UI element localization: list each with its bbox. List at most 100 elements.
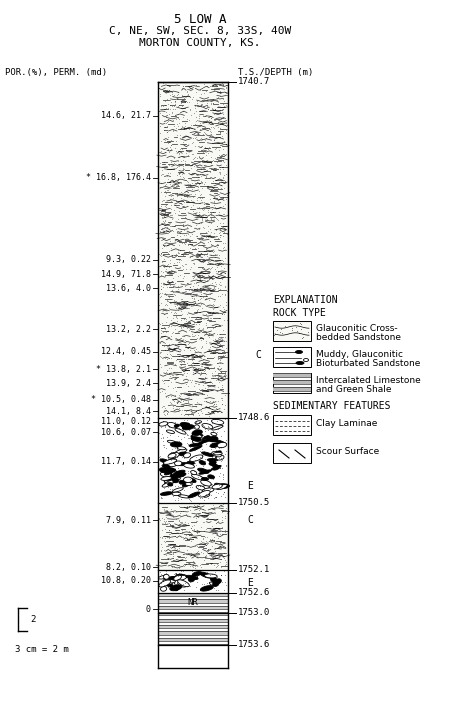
Text: T.S./DEPTH (m): T.S./DEPTH (m)	[238, 68, 313, 77]
Ellipse shape	[196, 439, 204, 445]
Ellipse shape	[184, 464, 194, 468]
Text: POR.(%), PERM. (md): POR.(%), PERM. (md)	[5, 68, 107, 77]
Text: E: E	[247, 481, 253, 491]
Text: EXPLANATION: EXPLANATION	[273, 295, 338, 305]
Ellipse shape	[186, 575, 198, 579]
Ellipse shape	[158, 575, 168, 579]
Text: 1753.0: 1753.0	[238, 609, 270, 617]
Ellipse shape	[179, 452, 187, 456]
Ellipse shape	[204, 574, 217, 578]
Ellipse shape	[168, 582, 175, 587]
Ellipse shape	[178, 580, 189, 587]
Ellipse shape	[175, 476, 180, 480]
Ellipse shape	[167, 469, 178, 474]
Text: Muddy, Glauconitic: Muddy, Glauconitic	[316, 350, 403, 359]
Ellipse shape	[213, 452, 222, 455]
Bar	[158, 631, 228, 635]
Ellipse shape	[174, 575, 181, 580]
Ellipse shape	[198, 491, 210, 497]
Text: 11.0, 0.12: 11.0, 0.12	[101, 417, 151, 427]
Ellipse shape	[211, 577, 217, 582]
Ellipse shape	[161, 471, 171, 477]
Text: 1750.5: 1750.5	[238, 498, 270, 507]
Ellipse shape	[191, 437, 201, 442]
Ellipse shape	[216, 483, 230, 488]
Bar	[273, 415, 311, 435]
Ellipse shape	[168, 452, 179, 458]
Ellipse shape	[185, 482, 192, 486]
Ellipse shape	[162, 461, 174, 467]
Ellipse shape	[167, 440, 176, 444]
Ellipse shape	[176, 574, 184, 579]
Bar	[158, 612, 228, 616]
Ellipse shape	[174, 424, 180, 427]
Text: 1753.6: 1753.6	[238, 640, 270, 649]
Text: 10.8, 0.20: 10.8, 0.20	[101, 576, 151, 585]
Ellipse shape	[200, 572, 212, 578]
Ellipse shape	[211, 466, 221, 470]
Ellipse shape	[209, 437, 218, 442]
Ellipse shape	[189, 446, 202, 451]
Ellipse shape	[164, 481, 174, 483]
Ellipse shape	[173, 586, 179, 591]
Ellipse shape	[202, 490, 208, 494]
Ellipse shape	[303, 358, 309, 361]
Ellipse shape	[165, 577, 176, 582]
Ellipse shape	[296, 351, 302, 353]
Ellipse shape	[160, 459, 168, 463]
Ellipse shape	[172, 488, 183, 492]
Text: and Green Shale: and Green Shale	[316, 385, 392, 394]
Ellipse shape	[209, 462, 216, 466]
Text: 8.2, 0.10: 8.2, 0.10	[106, 562, 151, 572]
Ellipse shape	[170, 585, 182, 591]
Ellipse shape	[182, 423, 189, 428]
Ellipse shape	[161, 476, 171, 481]
Ellipse shape	[188, 492, 200, 498]
Ellipse shape	[211, 451, 221, 456]
Bar	[273, 321, 311, 341]
Ellipse shape	[177, 463, 188, 466]
Text: Bioturbated Sandstone: Bioturbated Sandstone	[316, 359, 420, 368]
Bar	[158, 625, 228, 629]
Ellipse shape	[178, 582, 187, 587]
Ellipse shape	[175, 429, 186, 434]
Ellipse shape	[213, 466, 220, 470]
Ellipse shape	[204, 494, 210, 497]
Ellipse shape	[172, 492, 181, 496]
Ellipse shape	[165, 465, 170, 469]
Ellipse shape	[201, 486, 209, 490]
Ellipse shape	[197, 440, 209, 443]
Ellipse shape	[216, 455, 224, 460]
Ellipse shape	[167, 422, 177, 428]
Text: Glauconitic Cross-: Glauconitic Cross-	[316, 324, 398, 333]
Text: 1752.6: 1752.6	[238, 589, 270, 597]
Bar	[273, 373, 311, 377]
Ellipse shape	[168, 483, 173, 486]
Ellipse shape	[165, 479, 178, 483]
Ellipse shape	[212, 484, 222, 489]
Ellipse shape	[296, 361, 304, 365]
Text: Intercalated Limestone: Intercalated Limestone	[316, 376, 421, 385]
Ellipse shape	[194, 424, 199, 429]
Ellipse shape	[200, 586, 213, 591]
Text: 2: 2	[30, 615, 36, 624]
Text: C: C	[255, 350, 261, 360]
Ellipse shape	[176, 471, 181, 476]
Ellipse shape	[212, 464, 219, 469]
Ellipse shape	[202, 488, 214, 493]
Text: SEDIMENTARY FEATURES: SEDIMENTARY FEATURES	[273, 401, 391, 411]
Ellipse shape	[171, 471, 178, 476]
Text: 1752.1: 1752.1	[238, 565, 270, 574]
Bar	[158, 606, 228, 609]
Text: * 10.5, 0.48: * 10.5, 0.48	[91, 395, 151, 404]
Ellipse shape	[212, 419, 224, 424]
Ellipse shape	[189, 576, 198, 580]
Ellipse shape	[182, 483, 189, 487]
Ellipse shape	[163, 581, 173, 586]
Ellipse shape	[163, 579, 176, 583]
Ellipse shape	[164, 469, 176, 475]
Ellipse shape	[193, 433, 202, 439]
Ellipse shape	[196, 486, 205, 490]
Ellipse shape	[202, 477, 208, 481]
Ellipse shape	[182, 424, 194, 430]
